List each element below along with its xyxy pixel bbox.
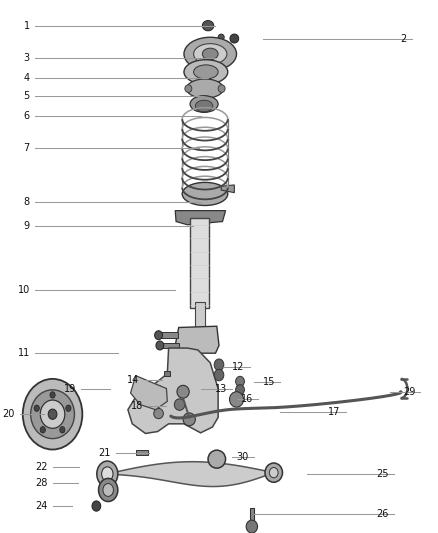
Text: 7: 7 [24,143,30,152]
Text: 19: 19 [64,384,76,393]
Text: 5: 5 [24,91,30,101]
Ellipse shape [60,426,65,433]
Polygon shape [128,348,218,433]
Polygon shape [175,211,226,225]
Ellipse shape [202,48,218,60]
Ellipse shape [177,385,189,398]
Ellipse shape [202,21,214,31]
Ellipse shape [174,399,185,410]
Bar [195,302,205,333]
Text: 21: 21 [99,448,111,458]
Ellipse shape [195,100,213,112]
Text: 1: 1 [24,21,30,31]
Ellipse shape [153,385,162,395]
Text: 26: 26 [377,508,389,519]
Text: 20: 20 [2,409,14,419]
Text: 29: 29 [403,387,415,397]
Ellipse shape [218,85,225,92]
Bar [190,219,209,308]
Text: 25: 25 [376,469,389,479]
Ellipse shape [182,182,228,206]
Text: 9: 9 [24,221,30,231]
Ellipse shape [269,467,278,478]
Ellipse shape [214,359,224,370]
Bar [250,508,254,527]
Text: 22: 22 [35,463,47,472]
Ellipse shape [214,369,224,381]
Ellipse shape [31,390,74,439]
Text: 12: 12 [232,362,244,373]
Ellipse shape [187,79,223,98]
Text: 16: 16 [241,394,253,405]
Ellipse shape [184,60,228,84]
Text: 17: 17 [328,407,341,417]
Ellipse shape [230,34,239,43]
Ellipse shape [34,405,39,411]
Ellipse shape [194,65,218,79]
Ellipse shape [184,37,237,71]
Ellipse shape [155,330,162,340]
Ellipse shape [236,376,244,386]
Ellipse shape [154,408,163,419]
Ellipse shape [48,409,57,419]
Ellipse shape [156,341,164,350]
Text: 10: 10 [18,285,30,295]
Text: 15: 15 [263,377,275,387]
Ellipse shape [66,405,71,411]
Text: 28: 28 [35,478,47,488]
Ellipse shape [40,400,65,429]
Bar [164,372,170,376]
Ellipse shape [230,392,244,407]
Ellipse shape [99,479,118,502]
Text: 13: 13 [215,384,227,393]
Text: 24: 24 [35,501,47,511]
Ellipse shape [265,463,283,482]
Ellipse shape [92,501,101,511]
Ellipse shape [102,467,113,481]
Ellipse shape [194,44,227,64]
Text: 3: 3 [24,53,30,63]
Ellipse shape [190,96,218,112]
Ellipse shape [97,461,118,487]
Polygon shape [107,462,274,487]
Ellipse shape [23,379,82,449]
Ellipse shape [183,413,195,426]
Ellipse shape [40,426,46,433]
Ellipse shape [185,85,192,92]
Text: 6: 6 [24,110,30,120]
Ellipse shape [146,396,156,407]
Bar [136,450,148,455]
Ellipse shape [208,450,226,468]
Text: 30: 30 [237,452,249,462]
Bar [157,332,178,338]
Text: 8: 8 [24,197,30,207]
Text: 2: 2 [400,34,406,44]
Bar [158,343,179,349]
Ellipse shape [103,483,113,496]
Text: 4: 4 [24,74,30,83]
Ellipse shape [236,385,244,395]
Polygon shape [175,326,219,353]
Ellipse shape [246,520,258,533]
Ellipse shape [218,34,224,41]
Text: 11: 11 [18,348,30,358]
Text: 18: 18 [131,401,144,411]
Polygon shape [221,185,234,192]
Polygon shape [131,376,167,410]
Text: 14: 14 [127,375,139,385]
Ellipse shape [50,392,55,398]
